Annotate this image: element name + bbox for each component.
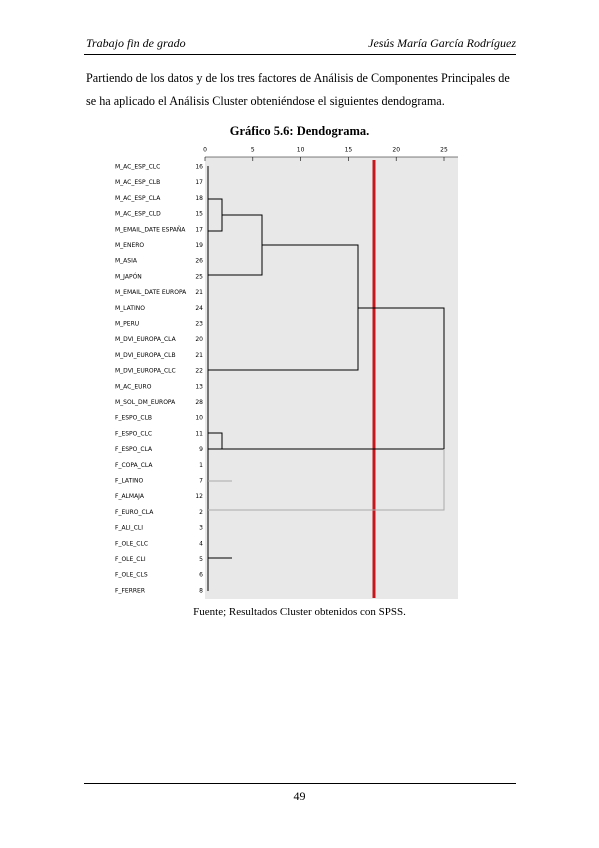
row-label: M_EMAIL_DATE EUROPA: [115, 289, 187, 296]
row-number: 4: [199, 540, 203, 547]
row-label: M_EMAIL_DATE ESPAÑA: [115, 226, 186, 233]
row-number: 3: [199, 525, 203, 532]
dendrogram-links: [207, 166, 445, 591]
row-number: 28: [195, 399, 203, 406]
row-number: 11: [195, 430, 203, 437]
row-number: 25: [195, 273, 203, 280]
row-number: 26: [195, 258, 203, 265]
row-label: F_COPA_CLA: [115, 462, 153, 469]
axis-tick-label: 5: [251, 147, 255, 154]
row-label: F_EURO_CLA: [115, 509, 154, 516]
axis-tick-label: 15: [345, 147, 353, 154]
row-number: 20: [195, 336, 203, 343]
row-number: 9: [199, 446, 203, 453]
row-number: 15: [195, 211, 203, 218]
axis-tick-label: 10: [297, 147, 305, 154]
row-number: 21: [195, 352, 203, 359]
row-number: 17: [195, 226, 203, 233]
row-label: M_AC_ESP_CLD: [115, 211, 161, 218]
row-label: F_OLE_CLI: [115, 556, 146, 563]
row-number: 8: [199, 587, 203, 594]
row-number: 23: [195, 321, 203, 328]
row-label: M_SOL_DM_EUROPA: [115, 399, 176, 406]
row-number: 21: [195, 289, 203, 296]
row-label: F_FERRER: [115, 587, 145, 594]
row-number: 17: [195, 179, 203, 186]
row-label: F_LATINO: [115, 478, 143, 485]
paragraph-line: se ha aplicado el Análisis Cluster obten…: [86, 94, 445, 108]
header-rule: [84, 54, 516, 55]
row-number: 22: [195, 368, 203, 375]
row-label: M_ASIA: [115, 258, 138, 265]
axis-tick-label: 0: [203, 147, 207, 154]
row-label: M_DVI_EUROPA_CLA: [115, 336, 177, 343]
row-number: 18: [195, 195, 203, 202]
plot-background: [205, 157, 458, 599]
header-right: Jesús María García Rodríguez: [368, 36, 516, 50]
row-label: M_PERU: [115, 321, 139, 328]
row-number: 2: [199, 509, 203, 516]
axis-tick-label: 20: [392, 147, 400, 154]
page-number: 49: [293, 789, 306, 803]
row-label: M_AC_ESP_CLC: [115, 164, 160, 171]
caption: Fuente; Resultados Cluster obtenidos con…: [193, 606, 406, 618]
row-label: F_ALI_CLI: [115, 525, 143, 532]
row-label: M_AC_ESP_CLB: [115, 179, 160, 186]
row-label: F_OLE_CLC: [115, 540, 148, 547]
row-label: F_ESPO_CLA: [115, 446, 153, 453]
paragraph-line: Partiendo de los datos y de los tres fac…: [86, 71, 510, 85]
row-number: 19: [195, 242, 203, 249]
dendrogram-links-light: [208, 449, 445, 511]
row-number: 1: [199, 462, 203, 469]
row-number: 7: [199, 478, 203, 485]
row-label: M_AC_EURO: [115, 383, 152, 390]
row-number: 24: [195, 305, 203, 312]
row-label: M_DVI_EUROPA_CLC: [115, 368, 176, 375]
row-label: M_JAPÓN: [115, 273, 142, 280]
dendrogram: 0 5 10 15 20 25M_AC_ESP_CLC 16M_AC_ESP_CLB 17M_…: [115, 147, 458, 599]
row-label: M_LATINO: [115, 305, 145, 312]
figure-title: Gráfico 5.6: Dendograma.: [229, 124, 370, 138]
row-label: F_ALMAJA: [115, 493, 145, 500]
row-number: 13: [195, 383, 203, 390]
row-label: F_ESPO_CLC: [115, 430, 152, 437]
footer-rule: [84, 783, 516, 784]
row-label: M_AC_ESP_CLA: [115, 195, 161, 202]
row-number: 12: [195, 493, 203, 500]
header-left: Trabajo fin de grado: [86, 36, 186, 50]
axis-tick-label: 25: [440, 147, 448, 154]
row-label: F_ESPO_CLB: [115, 415, 152, 422]
row-number: 6: [199, 572, 203, 579]
row-label: M_DVI_EUROPA_CLB: [115, 352, 176, 359]
row-number: 5: [199, 556, 203, 563]
row-number: 10: [195, 415, 203, 422]
row-label: M_ENERO: [115, 242, 144, 249]
row-number: 16: [195, 164, 203, 171]
row-label: F_OLE_CLS: [115, 572, 148, 579]
